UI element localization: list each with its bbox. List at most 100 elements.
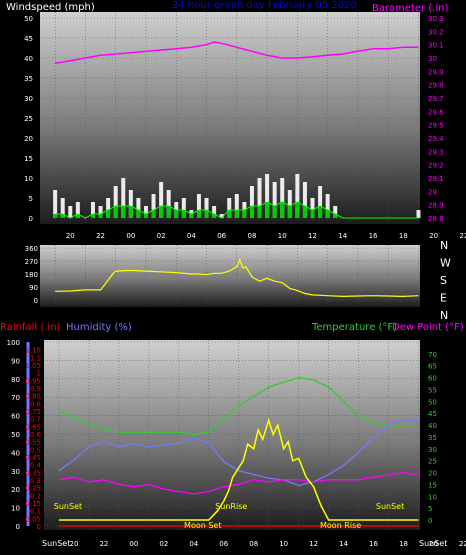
average-bar (212, 214, 217, 218)
gust-bar (143, 206, 148, 218)
rain-y-tick: 1 (37, 370, 41, 378)
gust-bar (166, 190, 171, 218)
x-tick-label: 08 (249, 540, 258, 548)
humidity-y-tick: 30 (11, 468, 20, 476)
temperature-y-tick: 55 (428, 386, 437, 394)
rain-y-tick: 0.65 (25, 423, 41, 431)
average-bar (136, 210, 141, 218)
average-bar (128, 206, 133, 218)
x-tick-label: 06 (217, 232, 226, 240)
temperature-y-tick: 65 (428, 363, 437, 371)
lower-plot-background (44, 340, 420, 530)
average-bar (98, 214, 103, 218)
gust-bar (333, 206, 338, 218)
average-bar (227, 210, 232, 218)
annotation-label: SunSet (54, 502, 82, 511)
average-bar (234, 210, 239, 218)
gust-bar (257, 178, 262, 218)
direction-letter: N (440, 309, 448, 322)
dew-point-line (58, 471, 419, 495)
humidity-line (58, 418, 419, 487)
gust-bar (302, 182, 307, 218)
average-bar (113, 206, 118, 218)
gust-bar (204, 198, 209, 218)
average-bar (280, 202, 285, 218)
rain-y-tick: 0.75 (25, 408, 41, 416)
barometer-y-tick: 29.9 (428, 68, 444, 76)
average-bar (90, 214, 95, 218)
wind-barometer-panel: 0 5 10 15 20 25 30 35 40 45 50 28.8 28.9 29 29.1 29.2 2… (24, 12, 466, 240)
gust-bar (196, 194, 201, 218)
barometer-y-tick: 29.5 (428, 122, 444, 130)
x-tick-label: 22 (99, 540, 108, 548)
average-bar (159, 206, 164, 218)
wind-y-tick: 30 (24, 95, 33, 103)
average-bar (242, 210, 247, 218)
barometer-line (54, 41, 419, 65)
x-tick-label: 16 (369, 540, 378, 548)
direction-y-tick: 270 (25, 258, 38, 266)
wind-y-tick: 20 (24, 135, 33, 143)
wind-y-tick: 10 (24, 175, 33, 183)
average-bar (265, 202, 270, 218)
x-tick-label: 16 (369, 232, 378, 240)
barometer-y-tick: 29.8 (428, 82, 444, 90)
barometer-y-tick: 29 (428, 188, 437, 196)
x-tick-label: 18 (399, 232, 408, 240)
temperature-y-tick: 50 (428, 398, 437, 406)
average-bar (75, 214, 80, 218)
temperature-line (58, 376, 419, 436)
gust-bar (106, 198, 111, 218)
average-bar (181, 210, 186, 218)
x-tick-label: 20 (429, 232, 438, 240)
humidity-axis-label: Humidity (%) (66, 322, 132, 333)
average-line (55, 201, 419, 219)
rain-y-tick: 0.55 (25, 439, 41, 447)
x-tick-label: 22 (459, 540, 466, 548)
annotation-label: Moon Set (184, 521, 221, 530)
graph-title: 24 hour graph day February 05 2020 (172, 0, 357, 11)
barometer-y-tick: 30.1 (428, 42, 444, 50)
rain-y-tick: 0.3 (30, 477, 41, 485)
rain-y-tick: 0.8 (30, 400, 41, 408)
average-bar (302, 206, 307, 218)
average-bar (310, 210, 315, 218)
rain-y-tick: 0 (37, 523, 41, 531)
rain-y-tick: 0.9 (30, 385, 41, 393)
temperature-y-tick: 35 (428, 434, 437, 442)
humidity-y-tick: 20 (11, 486, 20, 494)
wind-y-tick: 5 (29, 195, 33, 203)
x-tick-label: 10 (279, 540, 288, 548)
annotation-label: SunRise (215, 502, 247, 511)
gust-bar (227, 198, 232, 218)
gust-bar (265, 174, 270, 218)
x-tick-label: 02 (159, 540, 168, 548)
rain-y-tick: 0.6 (30, 431, 42, 439)
solar-line (59, 417, 419, 521)
average-bar (325, 210, 330, 218)
barometer-y-tick: 30.2 (428, 28, 444, 36)
x-tick-label: 12 (309, 540, 318, 548)
gust-bar (90, 202, 95, 218)
gust-bar (181, 198, 186, 218)
humidity-y-tick: 60 (11, 413, 20, 421)
x-tick-label: 22 (459, 232, 466, 240)
x-tick-label: 12 (308, 232, 317, 240)
average-bar (174, 210, 179, 218)
wind-y-tick: 0 (29, 215, 33, 223)
wind-y-tick: 40 (24, 55, 33, 63)
average-bar (204, 210, 209, 218)
x-tick-label: 20 (69, 540, 78, 548)
temperature-y-tick: 40 (428, 422, 437, 430)
direction-letter: N (440, 239, 448, 252)
direction-letter: E (440, 292, 447, 305)
gust-bar (234, 194, 239, 218)
rain-y-tick: 0.05 (25, 515, 41, 523)
temperature-y-tick: 0 (428, 517, 432, 525)
average-bar (189, 214, 194, 218)
direction-y-tick: 0 (34, 297, 38, 305)
direction-letter: W (440, 257, 451, 270)
x-tick-label: 00 (129, 540, 138, 548)
